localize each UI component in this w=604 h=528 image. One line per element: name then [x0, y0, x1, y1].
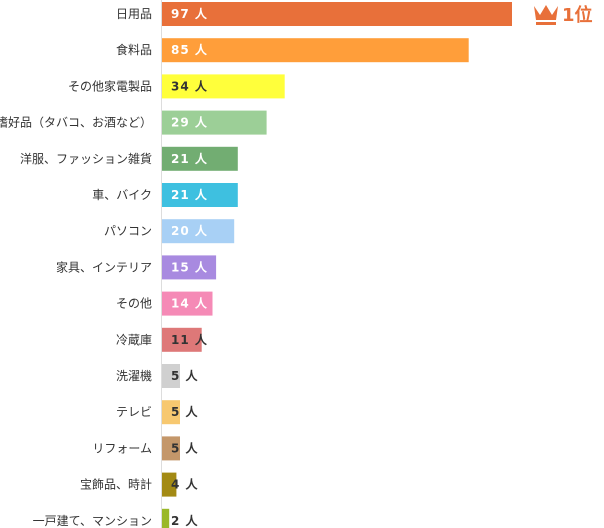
category-label: 嗜好品（タバコ、お酒など） — [0, 116, 152, 130]
category-label: 冷蔵庫 — [116, 333, 152, 347]
value-label: 85 人 — [171, 42, 208, 57]
bar-row: テレビ 5 人 — [116, 400, 199, 425]
value-label: 34 人 — [171, 78, 208, 93]
bar — [162, 291, 213, 316]
value-label: 15 人 — [171, 259, 208, 274]
category-label: その他 — [116, 297, 152, 311]
bar-row: 日用品 97 人 — [116, 2, 512, 26]
value-label: 11 人 — [171, 332, 208, 347]
bar — [162, 146, 238, 171]
category-label: 家具、インテリア — [56, 259, 152, 274]
bar-row: 宝飾品、時計 4 人 — [80, 472, 199, 497]
bar-row: リフォーム 5 人 — [92, 436, 199, 461]
bar — [162, 110, 267, 135]
category-label: リフォーム — [92, 441, 152, 455]
value-label: 2 人 — [171, 513, 199, 528]
bar — [162, 74, 285, 99]
value-label: 97 人 — [171, 6, 208, 21]
category-label: パソコン — [104, 224, 152, 238]
bar-row: 食料品 85 人 — [116, 38, 469, 63]
bar-row: パソコン 20 人 — [104, 219, 235, 244]
category-label: 洗濯機 — [116, 368, 152, 383]
value-label: 5 人 — [171, 404, 199, 419]
value-label: 4 人 — [171, 477, 199, 492]
bar — [162, 327, 202, 352]
bar-row: 冷蔵庫 11 人 — [116, 327, 208, 352]
value-label: 5 人 — [171, 368, 199, 383]
value-label: 5 人 — [171, 440, 199, 455]
category-label: テレビ — [116, 405, 152, 419]
category-label: 車、バイク — [92, 188, 152, 202]
category-label: 宝飾品、時計 — [80, 477, 152, 492]
rank-label: 1位 — [562, 4, 593, 26]
bar — [162, 400, 180, 425]
value-label: 21 人 — [171, 187, 208, 202]
crown-icon — [534, 5, 558, 25]
bar — [162, 436, 180, 461]
category-label: 日用品 — [116, 7, 152, 21]
bar-row: 一戸建て、マンション 2 人 — [33, 508, 199, 528]
bar-row: 車、バイク 21 人 — [92, 183, 238, 207]
bar — [162, 472, 177, 497]
category-label: 食料品 — [116, 42, 152, 57]
bar — [162, 364, 180, 388]
value-label: 20 人 — [171, 223, 208, 238]
bar — [162, 219, 235, 244]
bar-row: その他家電製品 34 人 — [68, 74, 285, 99]
bar-row: 家具、インテリア 15 人 — [56, 255, 217, 280]
bar-row: 嗜好品（タバコ、お酒など） 29 人 — [0, 110, 267, 135]
bar-row: その他 14 人 — [116, 291, 213, 316]
first-place-annotation: 1位 — [534, 4, 593, 26]
category-label: その他家電製品 — [68, 78, 152, 93]
bar — [162, 2, 512, 26]
bar — [162, 508, 170, 528]
bar-row: 洗濯機 5 人 — [116, 364, 199, 388]
bar — [162, 38, 469, 63]
category-label: 洋服、ファッション雑貨 — [20, 151, 152, 166]
value-label: 29 人 — [171, 115, 208, 130]
value-label: 21 人 — [171, 151, 208, 166]
bar — [162, 255, 217, 280]
value-label: 14 人 — [171, 296, 208, 311]
bar-row: 洋服、ファッション雑貨 21 人 — [20, 146, 238, 171]
bar — [162, 183, 238, 207]
category-label: 一戸建て、マンション — [33, 514, 152, 528]
